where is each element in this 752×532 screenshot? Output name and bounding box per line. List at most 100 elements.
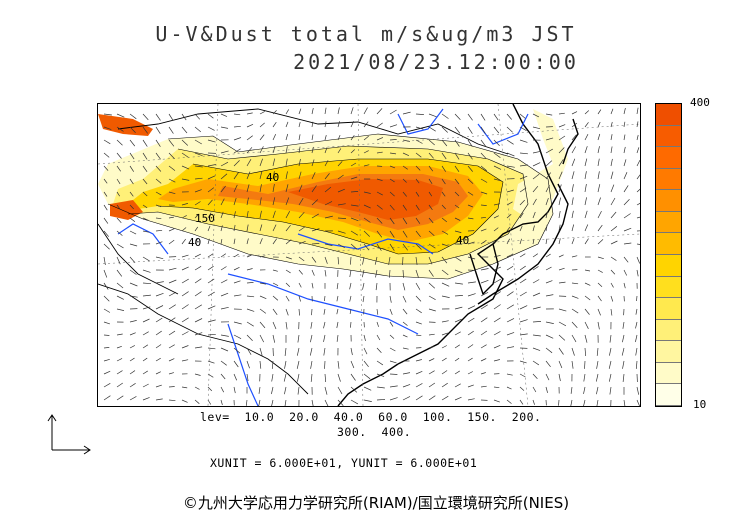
wind-arrow [168,191,176,195]
wind-arrow [571,347,575,356]
wind-arrow [323,334,326,342]
wind-arrow [480,358,487,362]
wind-arrow [284,360,287,369]
wind-arrow [467,305,476,310]
wind-arrow [324,173,330,180]
wind-arrow [259,295,267,300]
wind-arrow [259,197,262,206]
wind-arrow [415,217,421,224]
wind-arrow [129,217,136,222]
wind-arrow [610,108,614,115]
wind-arrow [519,291,527,297]
wind-arrow [337,360,340,369]
wind-arrow [296,347,300,356]
wind-arrow [623,108,626,115]
wind-arrow [233,238,236,245]
wind-arrow [350,204,359,207]
wind-arrow [181,227,187,232]
wind-arrow [532,360,540,366]
wind-arrow [309,347,313,356]
wind-arrow [103,126,112,130]
wind-arrow [103,152,110,158]
wind-arrow [480,126,486,134]
wind-arrow [363,399,372,402]
wind-arrow [103,282,109,290]
contour-line [157,158,504,255]
wind-arrow [584,158,588,167]
river [477,113,529,145]
wind-arrow [609,347,612,356]
wind-arrow [467,241,475,245]
wind-arrow [428,382,436,388]
wind-arrow [415,308,422,314]
wind-arrow [116,358,123,362]
wind-arrow [168,386,175,388]
colorbar-segment [656,211,681,234]
wind-arrow [324,269,327,277]
wind-arrow [129,383,136,388]
wind-arrow [350,135,355,141]
wind-arrow [155,165,162,172]
wind-arrow [558,184,562,193]
wind-arrow [298,240,306,245]
wind-arrow [350,162,357,167]
wind-arrow [116,333,123,336]
wind-arrow [467,165,473,172]
wind-arrow [194,373,201,376]
wind-arrow [467,204,474,208]
wind-arrow [480,139,487,147]
wind-arrow [296,360,300,369]
wind-arrow [415,395,423,401]
wind-arrow [297,386,300,395]
wind-arrow [284,347,287,356]
wind-arrow [168,304,176,310]
wind-arrow [571,171,575,180]
wind-arrow [441,139,448,147]
colorbar-segment [656,104,681,126]
wind-arrow [467,330,474,336]
wind-arrow [103,370,111,375]
wind-arrow [285,239,292,245]
wind-arrow [298,134,301,141]
wind-arrow [584,238,589,245]
wind-arrow [454,126,461,134]
wind-arrow [610,184,615,193]
wind-arrow [597,158,600,167]
wind-arrow [142,178,148,185]
wind-arrow [350,230,358,236]
wind-arrow [116,370,123,375]
wind-arrow [480,291,489,297]
wind-arrow [610,282,614,288]
wind-arrow [545,294,554,297]
wind-arrow [311,243,320,245]
wind-arrow [545,334,554,339]
wind-arrow [297,373,300,382]
colorbar-segment [656,384,681,406]
wind-arrow [519,360,527,364]
wind-arrow [129,370,136,375]
wind-arrow [337,217,347,219]
wind-arrow [493,203,500,206]
wind-arrow [610,226,618,232]
wind-arrow [376,178,383,182]
wind-arrow [181,126,188,134]
wind-arrow [596,360,599,369]
wind-arrow [402,384,411,388]
wind-arrow [311,256,317,263]
wind-arrow [519,152,528,155]
wind-arrow [571,146,577,154]
dust-level-400 [288,179,443,220]
wind-arrow [233,373,238,381]
wind-arrow [246,295,255,298]
wind-arrow [584,146,588,154]
wind-arrow [285,109,290,115]
wind-arrow [246,112,253,115]
wind-arrow [583,373,586,382]
wind-arrow [142,113,149,121]
wind-arrow [246,268,253,271]
wind-arrow [519,278,527,284]
wind-arrow [558,147,565,154]
contour-line [107,133,554,280]
river [297,233,434,255]
wind-arrow [103,230,109,237]
